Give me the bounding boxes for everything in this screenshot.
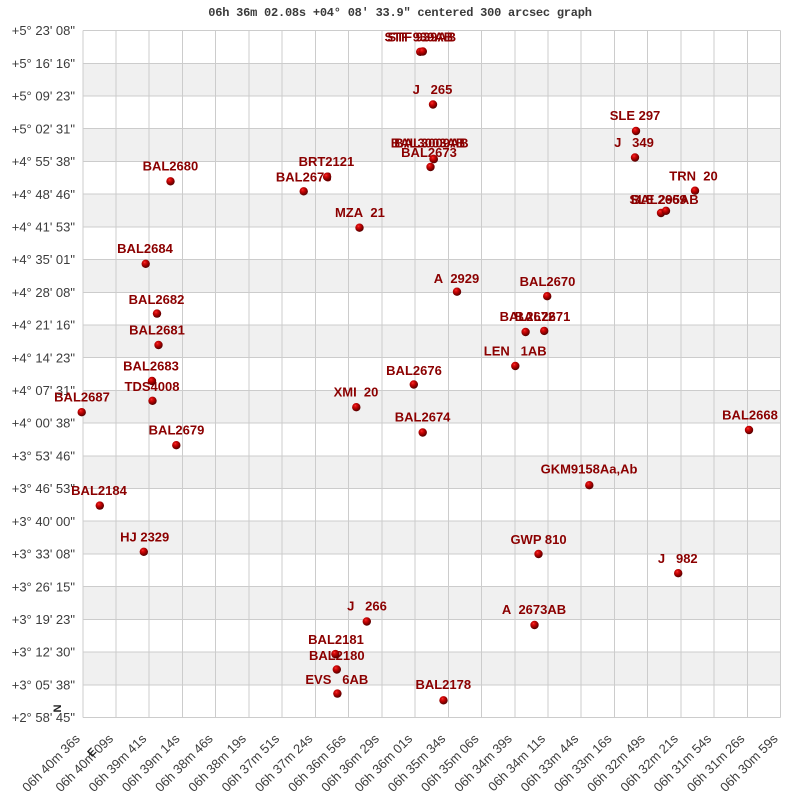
- svg-text:+3° 46' 53": +3° 46' 53": [12, 481, 76, 496]
- svg-text:+5° 16' 16": +5° 16' 16": [12, 56, 76, 71]
- svg-text:BAL2673: BAL2673: [401, 145, 457, 160]
- svg-text:BAL2672: BAL2672: [500, 309, 556, 324]
- svg-text:+2° 58' 45": +2° 58' 45": [12, 710, 76, 725]
- svg-text:+5° 02' 31": +5° 02' 31": [12, 121, 76, 136]
- svg-text:XMI 20: XMI 20: [334, 385, 379, 400]
- svg-text:BAL3009AB: BAL3009AB: [394, 136, 468, 151]
- svg-text:STF 939AB: STF 939AB: [384, 29, 453, 44]
- svg-text:+4° 14' 23": +4° 14' 23": [12, 350, 76, 365]
- svg-text:BAL2669: BAL2669: [631, 192, 687, 207]
- svg-text:+5° 23' 08": +5° 23' 08": [12, 23, 76, 38]
- svg-text:LEN 1AB: LEN 1AB: [484, 344, 547, 359]
- svg-text:BAL2679: BAL2679: [149, 423, 205, 438]
- svg-text:GKM9158Aa,Ab: GKM9158Aa,Ab: [541, 462, 638, 477]
- svg-text:BAL2181: BAL2181: [308, 632, 364, 647]
- svg-text:+3° 05' 38": +3° 05' 38": [12, 677, 76, 692]
- svg-text:EVS 6AB: EVS 6AB: [305, 672, 368, 687]
- svg-text:+4° 00' 38": +4° 00' 38": [12, 416, 76, 431]
- svg-text:+3° 33' 08": +3° 33' 08": [12, 547, 76, 562]
- svg-text:BAL2676: BAL2676: [386, 363, 442, 378]
- svg-text:BAL2678: BAL2678: [276, 170, 332, 185]
- svg-text:+3° 53' 46": +3° 53' 46": [12, 448, 76, 463]
- svg-text:J 349: J 349: [614, 135, 654, 150]
- svg-text:BRT2121: BRT2121: [299, 154, 355, 169]
- svg-text:BAL2680: BAL2680: [143, 159, 199, 174]
- svg-text:+4° 21' 16": +4° 21' 16": [12, 318, 76, 333]
- svg-text:+3° 40' 00": +3° 40' 00": [12, 514, 76, 529]
- svg-text:J 982: J 982: [658, 551, 698, 566]
- svg-text:+3° 12' 30": +3° 12' 30": [12, 645, 76, 660]
- svg-text:SLE 297: SLE 297: [610, 108, 661, 123]
- svg-text:A 2929: A 2929: [434, 271, 480, 286]
- svg-text:+4° 07' 31": +4° 07' 31": [12, 383, 76, 398]
- svg-text:+4° 28' 08": +4° 28' 08": [12, 285, 76, 300]
- svg-text:06h 36m 02.08s +04° 08' 33.9": 06h 36m 02.08s +04° 08' 33.9" centered 3…: [208, 6, 591, 20]
- svg-text:BAL2670: BAL2670: [520, 274, 576, 289]
- svg-text:+5° 09' 23": +5° 09' 23": [12, 89, 76, 104]
- svg-text:STF 939AB: STF 939AB: [387, 29, 456, 44]
- svg-text:BAL2178: BAL2178: [415, 677, 471, 692]
- svg-text:GWP 810: GWP 810: [510, 532, 566, 547]
- svg-text:BAL2668: BAL2668: [722, 408, 778, 423]
- svg-text:+4° 41' 53": +4° 41' 53": [12, 219, 76, 234]
- svg-text:+3° 19' 23": +3° 19' 23": [12, 612, 76, 627]
- svg-text:BAL2687: BAL2687: [54, 390, 110, 405]
- svg-text:BAL2674: BAL2674: [395, 410, 451, 425]
- svg-text:+4° 48' 46": +4° 48' 46": [12, 187, 76, 202]
- svg-text:BAL3003AB: BAL3003AB: [391, 135, 465, 150]
- svg-text:+3° 26' 15": +3° 26' 15": [12, 579, 76, 594]
- svg-text:BAL2184: BAL2184: [71, 483, 127, 498]
- svg-text:+4° 55' 38": +4° 55' 38": [12, 154, 76, 169]
- svg-text:TDS4008: TDS4008: [125, 379, 180, 394]
- svg-text:BAL2682: BAL2682: [129, 292, 185, 307]
- svg-text:SLE 295AB: SLE 295AB: [629, 192, 698, 207]
- svg-text:BAL2683: BAL2683: [123, 359, 179, 374]
- svg-text:J 265: J 265: [413, 82, 453, 97]
- svg-text:HJ 2329: HJ 2329: [120, 529, 169, 544]
- svg-text:BAL2671: BAL2671: [515, 309, 571, 324]
- svg-text:J 266: J 266: [347, 598, 387, 613]
- svg-text:N: N: [51, 705, 63, 713]
- svg-text:TRN 20: TRN 20: [669, 168, 717, 183]
- svg-text:BAL2684: BAL2684: [117, 241, 173, 256]
- svg-text:BAL2681: BAL2681: [129, 323, 185, 338]
- svg-text:A 2673AB: A 2673AB: [502, 602, 566, 617]
- svg-text:+4° 35' 01": +4° 35' 01": [12, 252, 76, 267]
- svg-text:MZA 21: MZA 21: [335, 205, 385, 220]
